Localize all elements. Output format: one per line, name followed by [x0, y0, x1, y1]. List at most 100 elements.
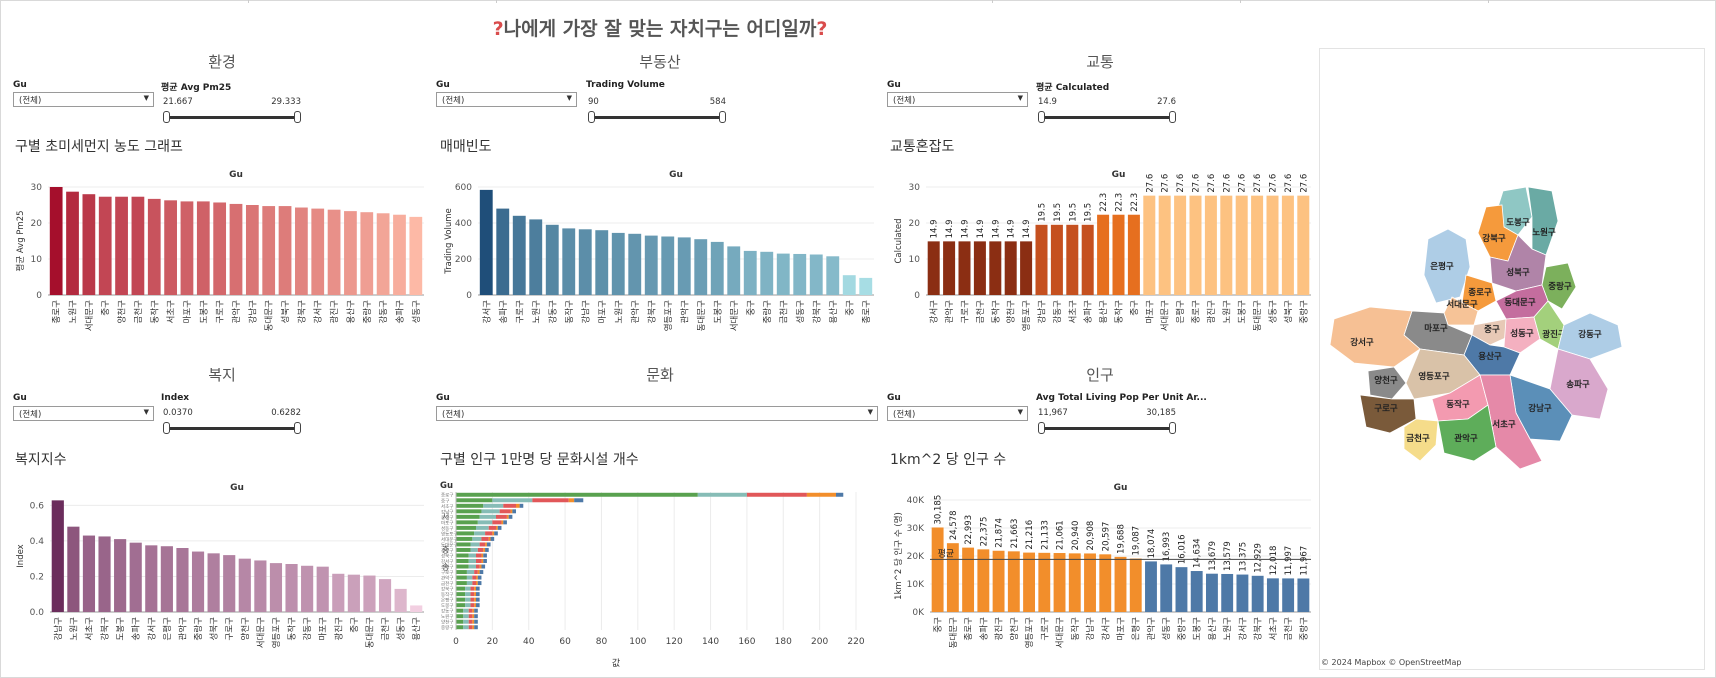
bar [344, 211, 357, 295]
gu-dropdown-realestate[interactable]: (전체) ▼ [436, 92, 577, 107]
gu-dropdown-population[interactable]: (전체) ▼ [887, 406, 1028, 421]
slider-max-handle[interactable] [1169, 422, 1176, 434]
x-tick-label: 140 [702, 637, 719, 647]
stacked-bar-segment [479, 570, 484, 575]
district-shape [1533, 300, 1565, 350]
data-label: 21,663 [1010, 519, 1020, 549]
bar [545, 224, 559, 295]
x-tick-label: 구로구 [225, 617, 235, 641]
stacked-bar-segment [456, 597, 466, 602]
slider-min-handle[interactable] [163, 111, 170, 123]
x-tick-label: 관악구 [231, 300, 242, 324]
stacked-bar-segment [465, 597, 471, 602]
gu-dropdown-traffic[interactable]: (전체) ▼ [887, 92, 1028, 107]
row-label: 동대문구 [441, 541, 458, 548]
stacked-bar-segment [468, 619, 473, 624]
slider-min-handle[interactable] [588, 111, 595, 123]
gu-dropdown-environment[interactable]: (전체) ▼ [13, 92, 154, 107]
trading-range-slider[interactable]: 90 584 [588, 97, 726, 125]
bar [1004, 241, 1017, 295]
x-tick-label: 서대문구 [256, 617, 266, 648]
bar [776, 253, 790, 295]
x-tick-label: 금천구 [1283, 617, 1294, 641]
stacked-bar-segment [456, 547, 471, 552]
data-label: 22.3 [1099, 193, 1109, 212]
chart-title-welfare: 복지지수 [15, 452, 67, 468]
bar [98, 536, 111, 612]
population-range-slider[interactable]: 11,967 30,185 [1038, 408, 1176, 436]
x-tick-label: 성동구 [412, 300, 422, 324]
district-shape [1329, 306, 1421, 368]
bar [223, 555, 236, 612]
row-label: 서대문구 [441, 536, 458, 543]
bar [316, 566, 329, 612]
district-label: 강남구 [1528, 403, 1552, 414]
row-label: 도봉구 [441, 603, 453, 609]
gu-filter-label: Gu [887, 393, 901, 403]
stacked-bar-segment [483, 559, 487, 563]
data-label: 19,087 [1132, 526, 1142, 556]
x-tick-label: 서대문구 [85, 300, 95, 331]
x-tick-label: 동작구 [1114, 300, 1125, 324]
data-label: 12,929 [1254, 543, 1264, 573]
slider-min-handle[interactable] [1038, 111, 1045, 123]
slider-min: 11,967 [1038, 408, 1068, 418]
stacked-bar-segment [479, 564, 482, 569]
data-label: 13,375 [1238, 542, 1248, 572]
district-label: 구로구 [1374, 404, 1398, 414]
bar [49, 187, 63, 295]
bar [245, 205, 259, 295]
pm25-range-slider[interactable]: 21.667 29.333 [163, 97, 301, 125]
slider-min-handle[interactable] [1038, 422, 1045, 434]
district-shape [1503, 316, 1541, 354]
bar [1068, 553, 1081, 612]
slider-max-handle[interactable] [294, 422, 301, 434]
frame-tick [496, 0, 497, 3]
bar [842, 275, 856, 295]
slider-min-handle[interactable] [163, 422, 170, 434]
bar [269, 563, 283, 612]
bar [409, 216, 423, 295]
gu-filter-label: Gu [436, 80, 450, 90]
gu-dropdown-welfare[interactable]: (전체) ▼ [13, 406, 154, 421]
bar [410, 605, 423, 612]
gu-dropdown-culture[interactable]: (전체) ▼ [436, 406, 878, 421]
stacked-bar-segment [456, 553, 469, 558]
y-tick-label: 0 [466, 291, 472, 301]
bar [1236, 574, 1249, 612]
slider-max-handle[interactable] [1169, 111, 1176, 123]
x-tick-label: 강동구 [1052, 300, 1063, 324]
bar [677, 237, 691, 295]
bar [1145, 561, 1157, 612]
data-label: 21,061 [1056, 520, 1066, 550]
x-tick-label: 금천구 [778, 300, 789, 324]
stacked-bar-segment [479, 542, 486, 547]
dropdown-value: (전체) [19, 96, 42, 106]
data-label: 19.5 [1068, 203, 1078, 222]
trading-slider-label: Trading Volume [586, 80, 665, 90]
seoul-district-map[interactable]: 도봉구 노원구 강북구 은평구 성북구 중랑구 종로구 동대문구 서대문구 마포구 중구 강서구 성동구… [1319, 48, 1705, 670]
stacked-bar-segment [492, 498, 533, 503]
x-tick-label: 양천구 [240, 617, 251, 641]
index-range-slider[interactable]: 0.0370 0.6282 [163, 408, 301, 436]
section-title-traffic: 교통 [1086, 53, 1114, 71]
district-label: 마포구 [1424, 323, 1448, 334]
slider-max-handle[interactable] [294, 111, 301, 123]
district-shape [1489, 234, 1547, 292]
data-label: 16,993 [1162, 532, 1172, 562]
x-tick-label: 도봉구 [116, 617, 126, 641]
slider-max-handle[interactable] [719, 111, 726, 123]
bar [207, 553, 220, 612]
slider-max: 27.6 [1157, 97, 1176, 107]
x-tick-label: 노원구 [69, 617, 79, 641]
traffic-range-slider[interactable]: 14.9 27.6 [1038, 97, 1176, 125]
stacked-bar-segment [508, 514, 513, 519]
data-label: 27.6 [1176, 174, 1186, 193]
stacked-bar-segment [476, 581, 478, 586]
x-tick-label: 종로구 [964, 617, 974, 641]
stacked-bar-segment [470, 597, 475, 602]
x-tick-label: 동작구 [1070, 617, 1081, 641]
chevron-down-icon: ▼ [1017, 408, 1023, 416]
bar [332, 573, 345, 612]
